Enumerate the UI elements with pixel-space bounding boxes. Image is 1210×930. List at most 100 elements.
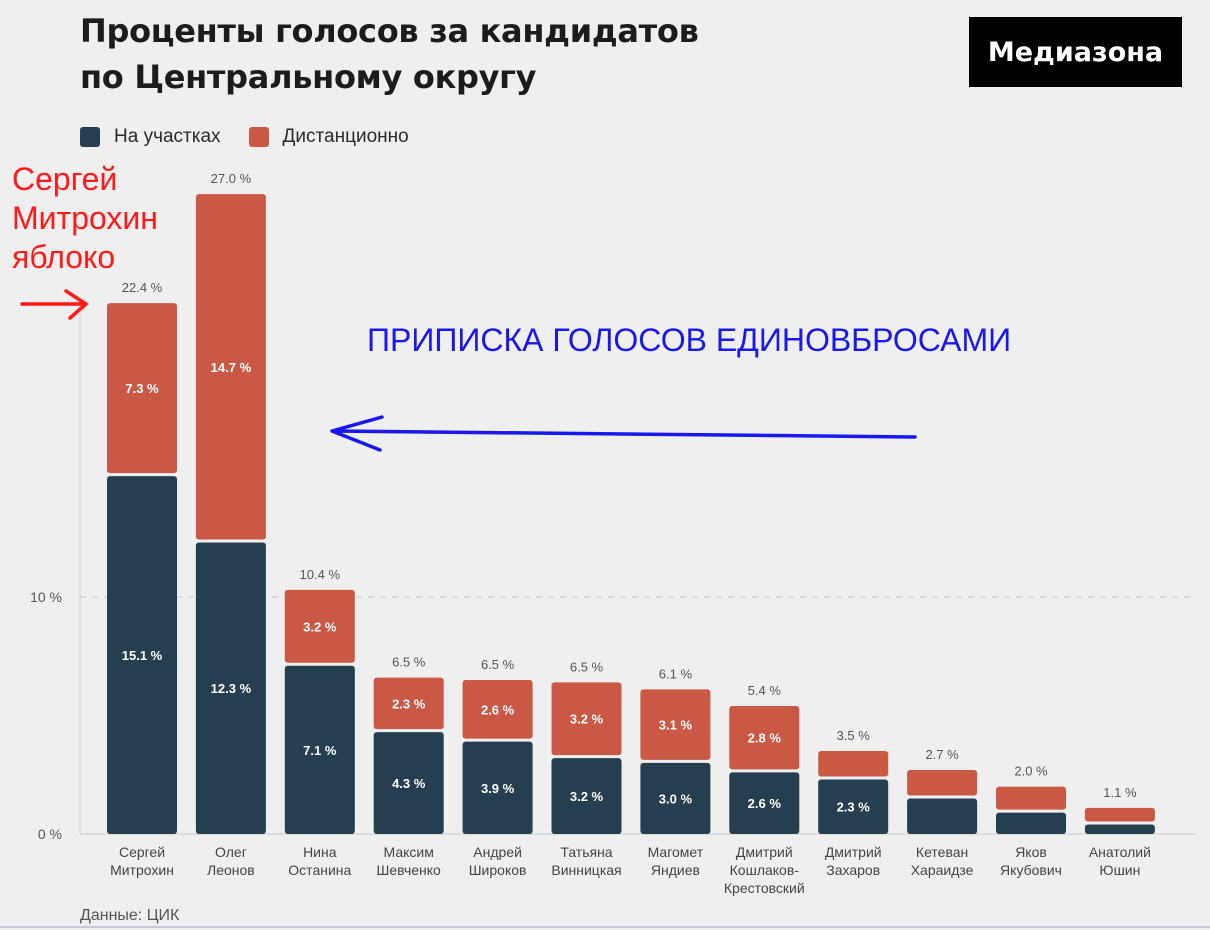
bar-remote-7 bbox=[729, 706, 800, 770]
data-label-onsite-6: 3.0 % bbox=[659, 791, 693, 806]
data-label-onsite-1: 12.3 % bbox=[211, 681, 252, 696]
category-label-7-1: Кошлаков- bbox=[730, 862, 800, 878]
category-label-3-1: Шевченко bbox=[377, 862, 442, 878]
total-label-9: 2.7 % bbox=[925, 747, 959, 762]
data-label-remote-1: 14.7 % bbox=[211, 360, 252, 375]
blue-annotation: ПРИПИСКА ГОЛОСОВ ЕДИНОВБРОСАМИ bbox=[367, 322, 1012, 358]
category-label-8-1: Захаров bbox=[826, 862, 880, 878]
data-label-remote-6: 3.1 % bbox=[659, 718, 693, 733]
category-label-2-0: Нина bbox=[303, 844, 337, 860]
chart-title-line1: Проценты голосов за кандидатов bbox=[80, 12, 699, 50]
category-label-0-1: Митрохин bbox=[110, 862, 174, 878]
total-label-8: 3.5 % bbox=[837, 728, 871, 743]
data-label-remote-7: 2.8 % bbox=[748, 731, 782, 746]
category-label-6-1: Яндиев bbox=[651, 862, 700, 878]
data-label-onsite-8: 2.3 % bbox=[837, 800, 871, 815]
red-arrow-icon bbox=[20, 289, 88, 320]
bar-onsite-8 bbox=[818, 779, 889, 834]
data-label-remote-3: 2.3 % bbox=[392, 696, 426, 711]
data-label-onsite-2: 7.1 % bbox=[303, 743, 337, 758]
total-label-0: 22.4 % bbox=[122, 280, 163, 295]
legend-item-remote: Дистанционно bbox=[248, 126, 409, 148]
bar-remote-3 bbox=[373, 677, 444, 730]
total-label-1: 27.0 % bbox=[211, 171, 252, 186]
category-label-10-1: Якубович bbox=[1000, 862, 1062, 878]
category-label-4-1: Широков bbox=[469, 862, 527, 878]
data-label-onsite-7: 2.6 % bbox=[748, 796, 782, 811]
y-tick-label-0: 0 % bbox=[38, 826, 62, 842]
data-label-remote-5: 3.2 % bbox=[570, 712, 604, 727]
bar-remote-4 bbox=[462, 679, 533, 739]
data-label-onsite-5: 3.2 % bbox=[570, 789, 604, 804]
bar-remote-10 bbox=[996, 786, 1066, 810]
total-label-10: 2.0 % bbox=[1014, 764, 1048, 779]
category-label-5-1: Винницкая bbox=[551, 862, 621, 878]
bar-remote-6 bbox=[640, 689, 711, 760]
bar-remote-5 bbox=[551, 682, 622, 756]
chart-title-line2: по Центральному округу bbox=[80, 58, 537, 96]
total-label-11: 1.1 % bbox=[1103, 785, 1137, 800]
bar-remote-8 bbox=[818, 751, 889, 777]
total-label-5: 6.5 % bbox=[570, 659, 604, 674]
total-label-6: 6.1 % bbox=[659, 666, 693, 681]
category-label-5-0: Татьяна bbox=[560, 844, 612, 860]
chart-title: Проценты голосов за кандидатов по Центра… bbox=[80, 8, 699, 100]
bar-remote-2 bbox=[284, 589, 355, 663]
data-label-remote-4: 2.6 % bbox=[481, 702, 515, 717]
category-label-1-0: Олег bbox=[215, 844, 247, 860]
data-label-onsite-4: 3.9 % bbox=[481, 781, 515, 796]
bar-onsite-5 bbox=[551, 758, 622, 834]
category-label-0-0: Сергей bbox=[119, 844, 165, 860]
legend-swatch-onsite bbox=[80, 127, 100, 147]
legend-label-onsite: На участках bbox=[114, 126, 221, 147]
total-label-2: 10.4 % bbox=[300, 567, 341, 582]
red-annotation-line1: Сергей bbox=[12, 161, 118, 197]
category-label-11-1: Юшин bbox=[1099, 862, 1140, 878]
red-annotation-line2: Митрохин bbox=[12, 200, 158, 236]
category-label-3-0: Максим bbox=[384, 844, 434, 860]
y-tick-label-1: 10 % bbox=[30, 589, 62, 605]
category-label-4-0: Андрей bbox=[473, 844, 522, 860]
data-label-remote-0: 7.3 % bbox=[125, 381, 159, 396]
data-label-onsite-0: 15.1 % bbox=[122, 648, 163, 663]
red-annotation-line3: яблоко bbox=[12, 239, 116, 275]
data-label-remote-2: 3.2 % bbox=[303, 619, 337, 634]
data-source: Данные: ЦИК bbox=[80, 907, 180, 924]
legend: На участках Дистанционно bbox=[80, 126, 437, 148]
bar-onsite-3 bbox=[373, 732, 444, 834]
bar-onsite-6 bbox=[640, 762, 711, 834]
total-label-7: 5.4 % bbox=[748, 683, 782, 698]
legend-label-remote: Дистанционно bbox=[282, 126, 409, 147]
bar-onsite-0 bbox=[107, 476, 177, 834]
category-label-11-0: Анатолий bbox=[1089, 844, 1151, 860]
bar-onsite-1 bbox=[195, 542, 266, 834]
category-label-1-1: Леонов bbox=[207, 862, 255, 878]
bar-onsite-10 bbox=[996, 812, 1066, 834]
category-label-7-0: Дмитрий bbox=[736, 844, 793, 860]
blue-arrow-icon bbox=[330, 415, 917, 452]
bar-onsite-2 bbox=[284, 665, 355, 834]
total-label-4: 6.5 % bbox=[481, 657, 515, 672]
legend-swatch-remote bbox=[248, 127, 269, 147]
bar-onsite-11 bbox=[1084, 824, 1155, 834]
bar-remote-1 bbox=[195, 194, 266, 540]
category-label-2-1: Останина bbox=[288, 862, 351, 878]
bar-remote-9 bbox=[907, 770, 978, 796]
bottom-divider bbox=[0, 926, 1210, 928]
bar-onsite-7 bbox=[729, 772, 800, 834]
bar-remote-0 bbox=[107, 303, 177, 474]
bar-onsite-9 bbox=[907, 798, 978, 834]
mediazona-logo: Медиазона bbox=[969, 17, 1182, 87]
category-label-6-0: Магомет bbox=[648, 844, 704, 860]
bar-onsite-4 bbox=[462, 741, 533, 834]
red-annotation: Сергей Митрохин яблоко bbox=[12, 160, 158, 277]
category-label-10-0: Яков bbox=[1015, 844, 1047, 860]
bar-remote-11 bbox=[1084, 807, 1155, 822]
legend-item-onsite: На участках bbox=[80, 126, 221, 148]
category-label-9-1: Хараидзе bbox=[911, 862, 974, 878]
total-label-3: 6.5 % bbox=[392, 655, 426, 670]
data-label-onsite-3: 4.3 % bbox=[392, 776, 426, 791]
category-label-9-0: Кетеван bbox=[916, 844, 968, 860]
category-label-7-2: Крестовский bbox=[724, 880, 805, 896]
